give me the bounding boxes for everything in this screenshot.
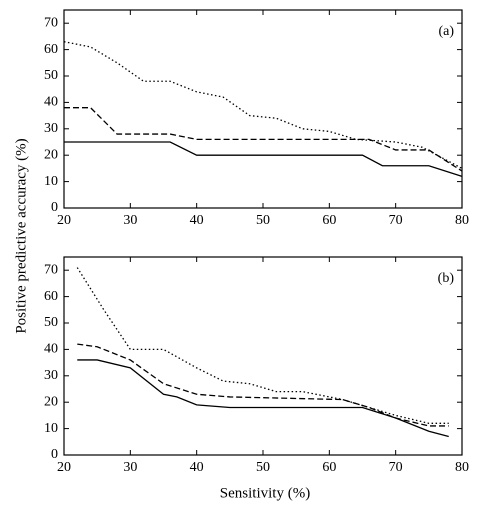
y-tick-label: 30 bbox=[44, 121, 58, 136]
y-tick-label: 0 bbox=[51, 200, 58, 215]
x-tick-label: 70 bbox=[389, 460, 403, 475]
x-tick-label: 30 bbox=[123, 460, 137, 475]
line bbox=[63, 41, 463, 169]
y-tick-label: 60 bbox=[44, 289, 58, 304]
plot-frame bbox=[63, 9, 463, 209]
x-tick-label: 70 bbox=[389, 213, 403, 228]
x-tick-label: 50 bbox=[256, 460, 270, 475]
y-tick-label: 50 bbox=[44, 315, 58, 330]
line bbox=[77, 359, 449, 438]
y-tick-label: 40 bbox=[44, 342, 58, 357]
line bbox=[64, 107, 463, 172]
x-tick-label: 60 bbox=[322, 460, 336, 475]
y-tick-label: 20 bbox=[44, 394, 58, 409]
line bbox=[77, 343, 449, 427]
y-tick-label: 0 bbox=[51, 447, 58, 462]
y-tick-label: 70 bbox=[44, 262, 58, 277]
x-axis-label: Sensitivity (%) bbox=[220, 485, 310, 501]
x-tick-label: 20 bbox=[57, 460, 71, 475]
y-tick-label: 20 bbox=[44, 147, 58, 162]
y-tick-label: 10 bbox=[44, 421, 58, 436]
y-tick-label: 40 bbox=[44, 95, 58, 110]
y-tick-label: 10 bbox=[44, 174, 58, 189]
x-tick-label: 50 bbox=[256, 213, 270, 228]
plot-frame bbox=[63, 256, 463, 456]
y-tick-label: 30 bbox=[44, 368, 58, 383]
x-tick-label: 60 bbox=[322, 213, 336, 228]
line bbox=[64, 141, 463, 177]
x-tick-label: 20 bbox=[57, 213, 71, 228]
x-tick-label: 40 bbox=[190, 213, 204, 228]
panel-label: (a) bbox=[438, 24, 454, 39]
x-tick-label: 80 bbox=[455, 213, 469, 228]
y-tick-label: 70 bbox=[44, 15, 58, 30]
panel-label: (b) bbox=[438, 271, 455, 286]
y-axis-label: Positive predictive accuracy (%) bbox=[13, 138, 29, 333]
line bbox=[76, 267, 449, 424]
x-tick-label: 80 bbox=[455, 460, 469, 475]
x-tick-label: 40 bbox=[190, 460, 204, 475]
y-tick-label: 60 bbox=[44, 42, 58, 57]
x-tick-label: 30 bbox=[123, 213, 137, 228]
y-tick-label: 50 bbox=[44, 68, 58, 83]
